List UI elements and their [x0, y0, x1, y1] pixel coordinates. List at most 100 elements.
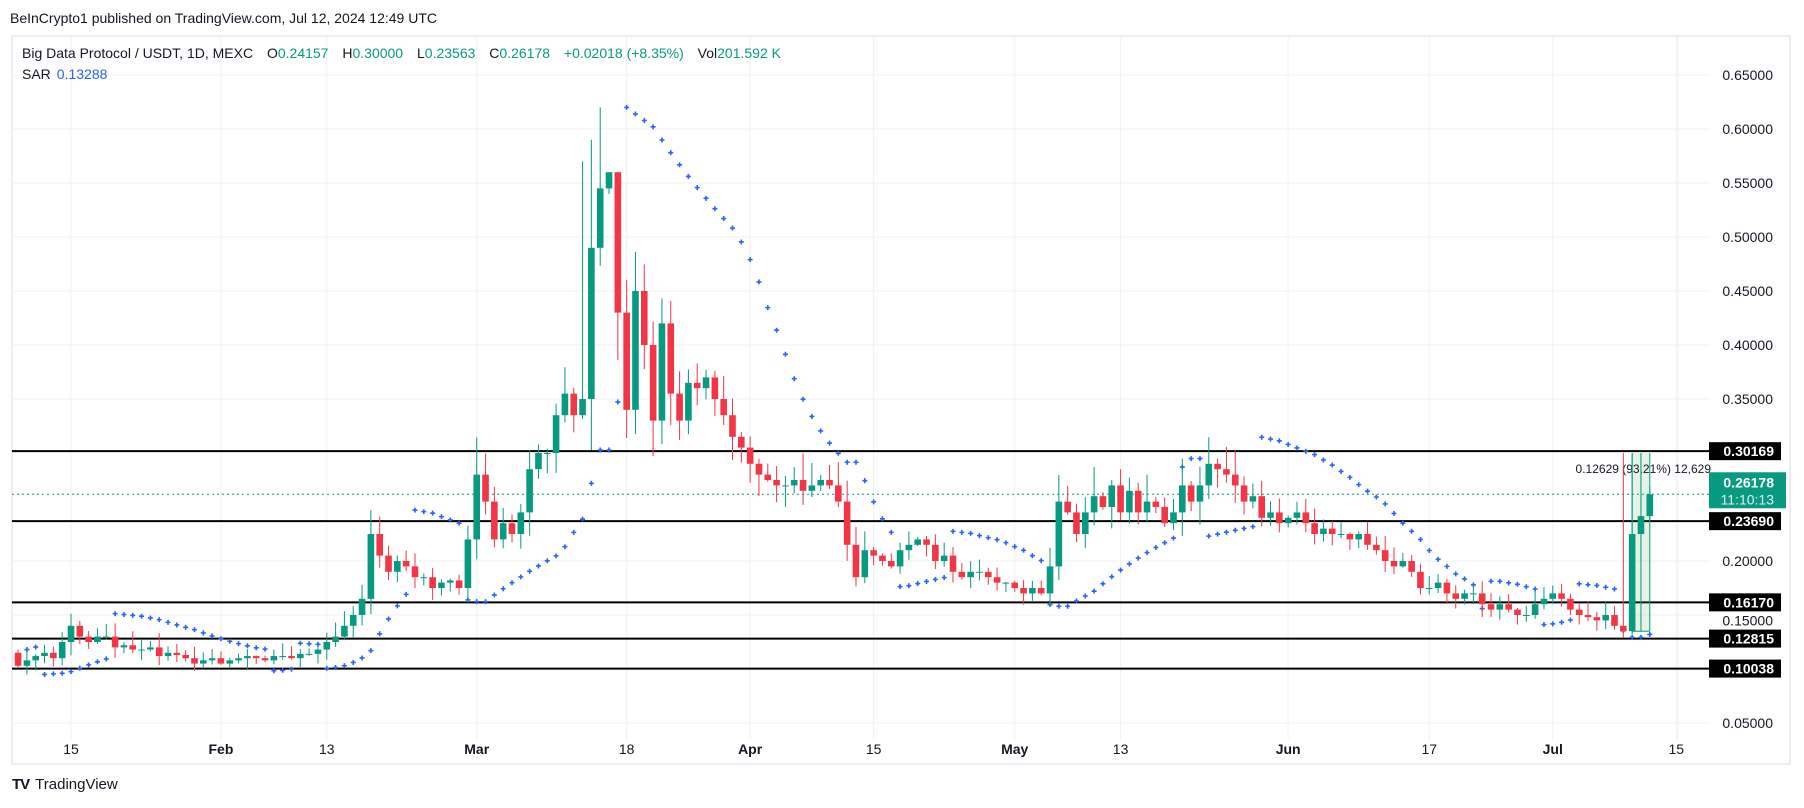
candles — [14, 107, 1654, 675]
candle-up — [1002, 582, 1010, 584]
sar-dot — [1188, 456, 1194, 462]
candle-down — [623, 312, 630, 410]
candle-up — [905, 544, 913, 551]
candle-down — [1478, 593, 1486, 605]
candle-down — [182, 654, 189, 659]
sar-dot — [1576, 581, 1582, 587]
candle-down — [1276, 512, 1283, 524]
candle-down — [755, 463, 763, 475]
candle-down — [252, 656, 260, 659]
candle-up — [120, 645, 128, 648]
candle-down — [429, 577, 436, 588]
price-tick-label: 0.45000 — [1722, 283, 1773, 299]
sar-label: SAR — [22, 66, 51, 82]
candle-down — [614, 172, 622, 313]
candle-down — [1311, 523, 1318, 534]
price-tick-label: 0.05000 — [1722, 715, 1773, 731]
level-label-box — [1709, 512, 1781, 531]
sar-dot — [350, 659, 356, 665]
sar-dot — [624, 104, 630, 110]
sar-dot — [712, 206, 718, 212]
candle-up — [1108, 485, 1116, 507]
candle-down — [738, 436, 745, 448]
candle-up — [1029, 588, 1036, 594]
sar-dot — [588, 480, 594, 486]
sar-dot — [1329, 462, 1335, 468]
candle-up — [1267, 512, 1274, 518]
candle-up — [896, 550, 904, 567]
sar-dot — [721, 216, 727, 222]
open-label: O — [266, 45, 278, 61]
sar-dot — [130, 612, 136, 618]
sar-dot — [253, 645, 259, 651]
sar-dot — [730, 225, 735, 231]
candle-down — [385, 555, 392, 572]
candle-down — [1364, 534, 1371, 545]
candle-down — [1328, 528, 1336, 534]
price-tick-label: 0.60000 — [1722, 121, 1773, 137]
candle-up — [102, 636, 110, 638]
sar-dot — [33, 644, 39, 650]
candle-down — [1620, 625, 1627, 632]
sar-dot — [191, 627, 197, 633]
candle-up — [1205, 463, 1213, 486]
sar-dot — [871, 499, 877, 505]
sar-dot — [1171, 535, 1176, 541]
time-tick-label: 13 — [1113, 741, 1129, 757]
sar-dot — [386, 616, 392, 622]
sar-dot — [1303, 448, 1309, 454]
candle-up — [702, 377, 710, 389]
sar-dot — [1347, 474, 1353, 480]
sar-dot — [430, 510, 436, 516]
price-tick-label: 0.40000 — [1722, 337, 1773, 353]
sar-dot — [862, 478, 868, 484]
candle-up — [279, 656, 286, 658]
time-axis: 15 Feb 13 Mar 18 Apr 15 May 13 Jun 17 Jul 15 — [63, 741, 1684, 757]
sar-dot — [1285, 441, 1291, 447]
candle-up — [235, 658, 242, 661]
time-tick-label: May — [1001, 741, 1028, 757]
low-value: 0.23563 — [424, 45, 476, 61]
sar-dot — [377, 631, 383, 637]
candle-up — [1602, 615, 1609, 621]
candle-down — [1514, 609, 1521, 615]
candle-up — [1496, 604, 1504, 610]
candle-down — [843, 501, 851, 545]
high-label: H — [342, 45, 353, 61]
candle-down — [887, 561, 895, 567]
sar-dot — [297, 640, 303, 646]
sar-dot — [1338, 468, 1344, 474]
sar-dot — [694, 185, 700, 191]
candle-down — [1381, 550, 1389, 561]
sar-dot — [1241, 525, 1247, 531]
sar-dot — [394, 603, 400, 609]
candle-down — [1346, 534, 1354, 540]
level-label-box — [1709, 442, 1781, 461]
sar-dot — [50, 671, 56, 677]
candle-up — [790, 480, 798, 486]
sar-dot — [200, 630, 206, 636]
candle-down — [155, 647, 163, 657]
candle-up — [967, 571, 974, 578]
sar-dot — [77, 665, 83, 671]
chart-pane[interactable] — [11, 35, 1791, 765]
level-label-box — [1709, 593, 1781, 612]
candle-down — [1593, 617, 1601, 621]
sar-dot — [156, 617, 162, 623]
candle-up — [341, 625, 348, 637]
sar-dot — [94, 659, 100, 665]
candle-up — [1470, 593, 1477, 595]
candle-up — [41, 652, 48, 657]
candle-up — [588, 247, 595, 399]
sar-dot — [1215, 531, 1221, 537]
sar-dot — [1356, 482, 1362, 488]
time-tick-label: 18 — [619, 741, 635, 757]
candle-down — [693, 382, 701, 389]
candle-up — [1531, 604, 1539, 615]
close-label: C — [489, 45, 500, 61]
tradingview-brand[interactable]: TV TradingView — [12, 776, 118, 793]
candle-up — [138, 649, 145, 651]
candle-down — [1152, 501, 1160, 507]
sar-dot — [1417, 536, 1423, 542]
